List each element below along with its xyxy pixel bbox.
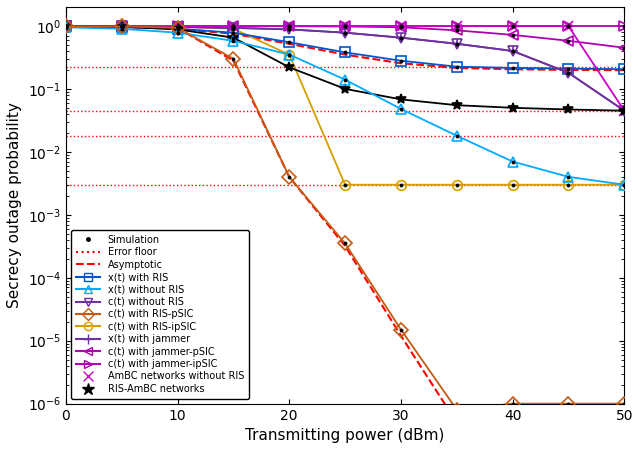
- Legend: Simulation, Error floor, Asymptotic, x(t) with RIS, x(t) without RIS, c(t) witho: Simulation, Error floor, Asymptotic, x(t…: [70, 230, 249, 399]
- Y-axis label: Secrecy outage probability: Secrecy outage probability: [7, 102, 22, 308]
- X-axis label: Transmitting power (dBm): Transmitting power (dBm): [245, 428, 445, 443]
